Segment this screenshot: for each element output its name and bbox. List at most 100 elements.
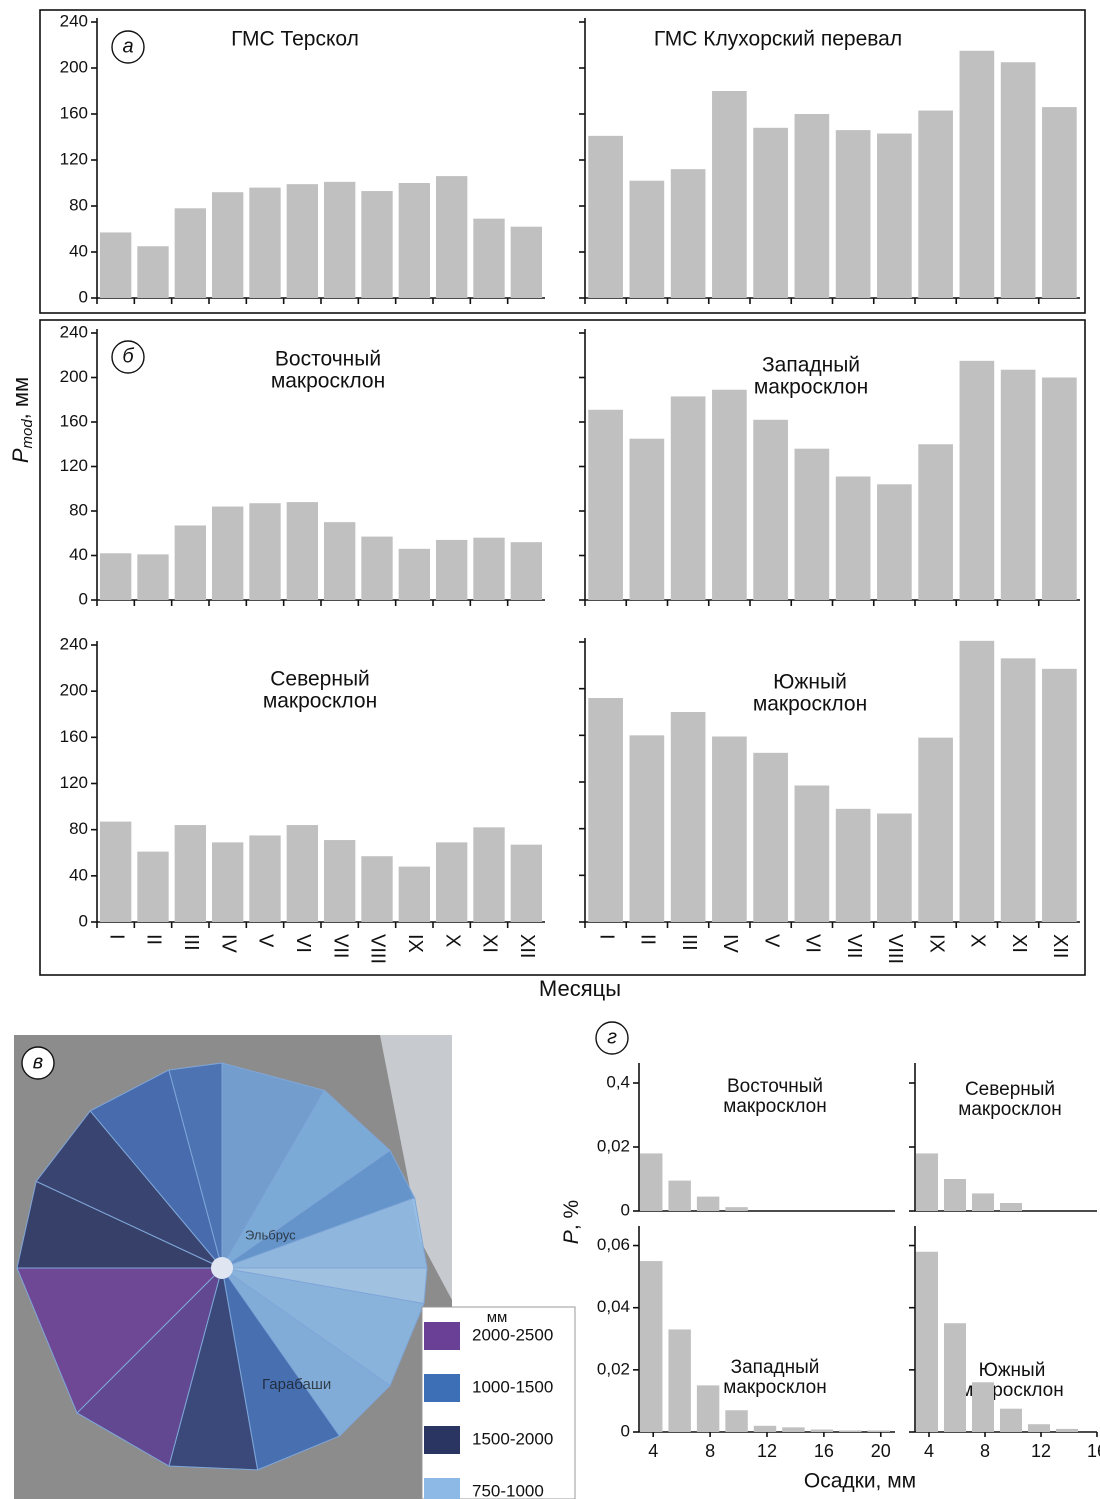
- chart-title: Южный: [979, 1360, 1046, 1381]
- y-tick-label: 40: [69, 545, 88, 564]
- bar: [712, 737, 747, 923]
- hist-bar: [697, 1197, 719, 1211]
- bar: [918, 738, 953, 922]
- y-tick-label: 240: [60, 11, 88, 30]
- bar: [175, 208, 206, 298]
- panel-letter: б: [122, 345, 134, 367]
- chart-title: ГМС Клухорский перевал: [654, 28, 902, 51]
- bar: [588, 136, 623, 298]
- hist-bar: [640, 1261, 662, 1432]
- bar: [836, 477, 871, 600]
- y-tick-label: 160: [60, 103, 88, 122]
- x-tick-label: VII: [843, 934, 865, 958]
- hist-bar: [868, 1430, 890, 1432]
- hist-bar: [1000, 1203, 1022, 1211]
- bar: [877, 484, 912, 600]
- hist-bar: [1028, 1424, 1050, 1432]
- y-tick-label: 200: [60, 367, 88, 386]
- bar: [960, 51, 995, 298]
- page: {"panel_labels": ["а", "б", "в", "г"], "…: [0, 0, 1100, 1499]
- chart-title: макросклон: [271, 370, 385, 393]
- hist-bar: [782, 1427, 804, 1432]
- x-tick-label: X: [967, 934, 989, 947]
- x-tick-label: IX: [404, 934, 426, 953]
- x-tick-label: VIII: [367, 934, 389, 964]
- hist-bar: [972, 1193, 994, 1211]
- x-tick-label: XI: [479, 934, 501, 953]
- bar: [836, 130, 871, 298]
- y-label-sub: mod: [19, 419, 36, 449]
- legend-swatch: [424, 1478, 460, 1499]
- y-tick-label: 200: [60, 681, 88, 700]
- bar: [212, 842, 243, 922]
- x-axis-label: Месяцы: [539, 976, 621, 1001]
- bar: [753, 753, 788, 922]
- bar: [511, 845, 542, 922]
- hist-bar: [916, 1252, 938, 1432]
- x-tick-label: X: [441, 934, 463, 947]
- bar: [1001, 370, 1036, 600]
- bar: [877, 814, 912, 923]
- y-tick-label: 0,06: [597, 1235, 630, 1254]
- y-label-unit: , мм: [8, 377, 33, 419]
- bar: [399, 549, 430, 600]
- x-tick-label: I: [595, 934, 617, 940]
- bar: [212, 192, 243, 298]
- bar: [1042, 107, 1077, 298]
- chart-title: макросклон: [723, 1096, 826, 1117]
- hist-bar: [1056, 1429, 1078, 1432]
- bar: [671, 169, 706, 298]
- hist-bar: [944, 1179, 966, 1211]
- y-tick-label: 120: [60, 149, 88, 168]
- legend-label: 2000-2500: [472, 1325, 553, 1344]
- bar: [960, 361, 995, 600]
- hist-bar: [1000, 1409, 1022, 1432]
- bar: [137, 554, 168, 600]
- bar: [212, 507, 243, 600]
- hist-y-unit: , %: [560, 1200, 583, 1230]
- chart-title: Северный: [965, 1079, 1055, 1100]
- chart-title: макросклон: [263, 690, 377, 713]
- bar: [877, 134, 912, 298]
- y-tick-label: 80: [69, 819, 88, 838]
- y-tick-label: 120: [60, 456, 88, 475]
- bar: [361, 191, 392, 298]
- bar: [511, 542, 542, 600]
- y-tick-label: 0: [79, 911, 88, 930]
- bar: [795, 786, 830, 923]
- x-tick-label: 4: [924, 1441, 934, 1461]
- x-tick-label: III: [678, 934, 700, 951]
- chart-title: макросклон: [754, 376, 868, 399]
- bar: [753, 128, 788, 298]
- hist-bar: [697, 1385, 719, 1432]
- hist-bar: [725, 1207, 747, 1211]
- bar: [324, 182, 355, 298]
- bar: [137, 246, 168, 298]
- bar: [324, 840, 355, 922]
- bar: [836, 809, 871, 922]
- bar: [399, 183, 430, 298]
- hist-bar: [944, 1323, 966, 1432]
- bar: [249, 503, 280, 600]
- bar: [753, 420, 788, 600]
- chart-title: Западный: [762, 354, 860, 377]
- hist-y-axis-label: P, %: [560, 1200, 583, 1244]
- legend-swatch: [424, 1426, 460, 1454]
- bar: [588, 698, 623, 922]
- legend-swatch: [424, 1374, 460, 1402]
- bar: [361, 856, 392, 922]
- bar: [671, 712, 706, 922]
- bar: [960, 641, 995, 922]
- chart-title: макросклон: [958, 1099, 1061, 1120]
- x-tick-label: VIII: [884, 934, 906, 964]
- y-tick-label: 80: [69, 500, 88, 519]
- x-tick-label: VI: [292, 934, 314, 953]
- bar: [795, 114, 830, 298]
- y-tick-label: 0: [621, 1200, 630, 1219]
- bar: [918, 111, 953, 298]
- legend-swatch: [424, 1322, 460, 1350]
- y-label-symbol: P: [8, 448, 33, 463]
- bar: [436, 842, 467, 922]
- bar: [175, 525, 206, 600]
- x-tick-label: XI: [1008, 934, 1030, 953]
